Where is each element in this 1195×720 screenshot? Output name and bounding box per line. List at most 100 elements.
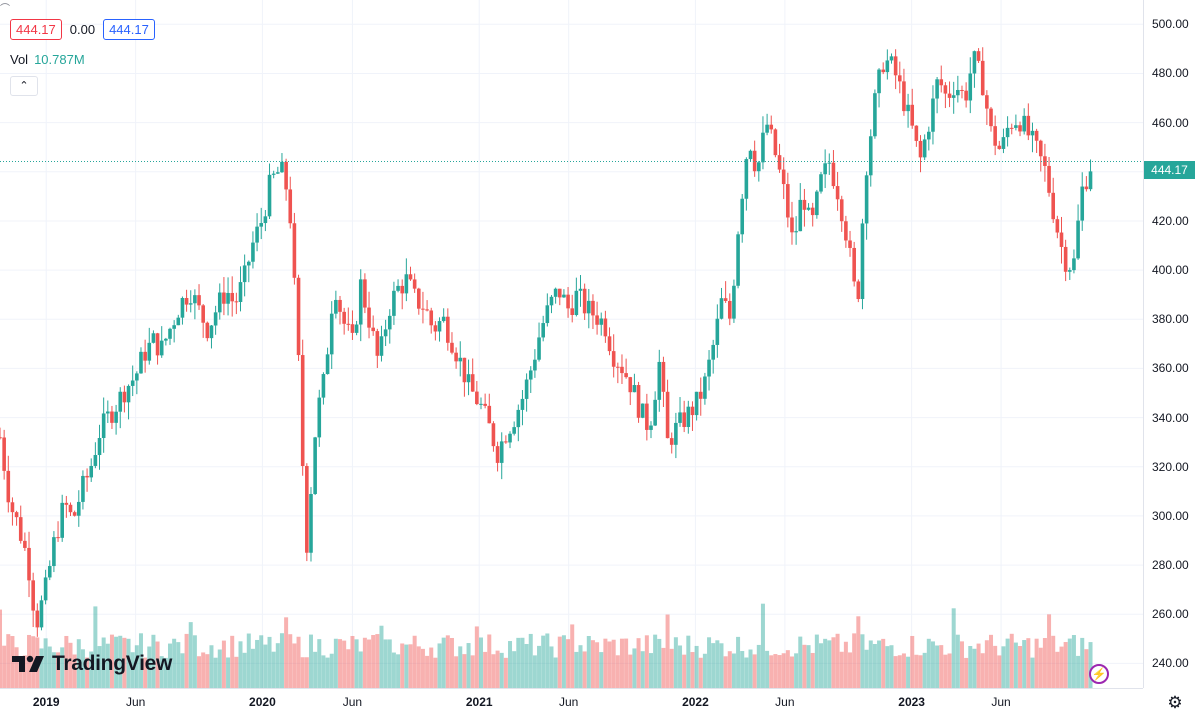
volume-bar <box>292 643 297 688</box>
volume-bar <box>454 656 459 688</box>
candle-body <box>130 380 135 386</box>
tradingview-logo[interactable]: TradingView <box>12 652 172 676</box>
volume-bar <box>1013 642 1018 688</box>
candle-body <box>628 377 633 393</box>
volume-bar <box>918 655 923 688</box>
settings-gear-icon[interactable]: ⚙ <box>1167 693 1183 712</box>
candle-body <box>1009 127 1014 129</box>
candle-body <box>396 285 400 291</box>
volume-bar <box>1067 638 1072 688</box>
volume-bar <box>483 651 488 688</box>
volume-bar <box>151 634 156 688</box>
candle-body <box>533 359 537 371</box>
volume-bar <box>197 656 202 688</box>
volume-bar <box>1001 646 1006 688</box>
price-tick-label: 500.00 <box>1152 17 1189 32</box>
volume-bar <box>391 652 396 688</box>
candle-body <box>777 155 782 170</box>
candle-body <box>723 298 728 301</box>
candle-body <box>371 327 375 332</box>
candle-body <box>280 161 284 173</box>
candle-body <box>653 399 657 426</box>
volume-bar <box>889 645 894 688</box>
volume-bar <box>939 645 944 688</box>
candle-body <box>1030 130 1035 136</box>
candle-body <box>960 89 964 91</box>
volume-bar <box>478 637 483 688</box>
candle-body <box>72 512 77 516</box>
candle-body <box>736 234 740 286</box>
volume-bar <box>570 624 575 688</box>
volume-bar <box>304 657 309 688</box>
candle-body <box>466 374 471 383</box>
collapse-legend-button[interactable]: ⌃ <box>10 76 38 96</box>
candle-body <box>910 104 915 126</box>
candle-body <box>354 324 359 333</box>
volume-bar <box>1018 646 1023 688</box>
volume-bar <box>711 643 716 688</box>
candle-body <box>375 331 380 356</box>
volume-bar <box>354 639 359 688</box>
price-tick-label: 340.00 <box>1152 410 1189 425</box>
volume-bar <box>499 652 504 688</box>
candle-body <box>267 174 272 217</box>
candle-body <box>802 199 807 210</box>
volume-bar <box>201 652 206 688</box>
candle-body <box>1076 220 1080 259</box>
volume-bar <box>843 641 848 688</box>
volume-bar <box>740 651 745 688</box>
volume-bar <box>640 651 645 688</box>
candle-body <box>1059 232 1064 247</box>
candle-body <box>321 374 326 398</box>
volume-bar <box>308 634 313 688</box>
volume-bar <box>653 634 658 688</box>
tv-logo-icon <box>12 655 44 672</box>
volume-bar <box>387 639 392 688</box>
volume-bar <box>806 645 811 688</box>
chart-area[interactable] <box>0 0 1143 688</box>
time-tick-label: 2021 <box>465 695 493 709</box>
volume-bar <box>827 640 832 688</box>
time-axis[interactable]: 2019 Jun 2020 Jun 2021 Jun 2022 Jun 2023 Jun <box>0 688 1143 720</box>
candle-body <box>412 279 417 289</box>
volume-bar <box>802 644 807 688</box>
time-tick-label: 2020 <box>249 695 276 709</box>
candle-body <box>317 397 322 438</box>
price-axis[interactable]: 500.00480.00460.00440.00420.00400.00380.… <box>1143 0 1195 688</box>
volume-bar <box>756 644 761 688</box>
candle-body <box>632 385 637 393</box>
volume-bar <box>831 637 836 688</box>
volume-bar <box>582 651 587 688</box>
volume-bar <box>375 634 380 688</box>
candle-body <box>143 351 147 361</box>
candle-body <box>437 321 442 332</box>
candle-body <box>997 145 1002 149</box>
candle-body <box>698 391 703 399</box>
volume-bar <box>2 645 7 688</box>
candle-body <box>338 299 342 312</box>
candle-body <box>616 366 620 368</box>
volume-bar <box>553 657 558 688</box>
time-tick-label: 2023 <box>898 695 925 709</box>
volume-bar <box>557 636 562 688</box>
candle-body <box>421 308 425 310</box>
volume-bar <box>731 653 736 688</box>
volume-bar <box>118 635 123 688</box>
price-tick-label: 300.00 <box>1152 508 1189 523</box>
candle-body <box>139 351 143 374</box>
volume-bar <box>188 622 193 688</box>
volume-bar <box>993 645 998 688</box>
price-chart[interactable] <box>0 0 1143 688</box>
candle-body <box>296 277 301 356</box>
candle-body <box>993 126 997 146</box>
volume-bar <box>574 651 579 688</box>
candle-body <box>1088 171 1093 190</box>
candle-body <box>309 494 313 553</box>
volume-bar <box>97 646 102 688</box>
volume-bar <box>333 638 338 688</box>
lightning-icon[interactable]: ⚡ <box>1089 664 1109 684</box>
candle-body <box>645 403 649 430</box>
candle-body <box>624 373 628 378</box>
volume-bar <box>968 646 973 688</box>
volume-bar <box>275 643 280 688</box>
